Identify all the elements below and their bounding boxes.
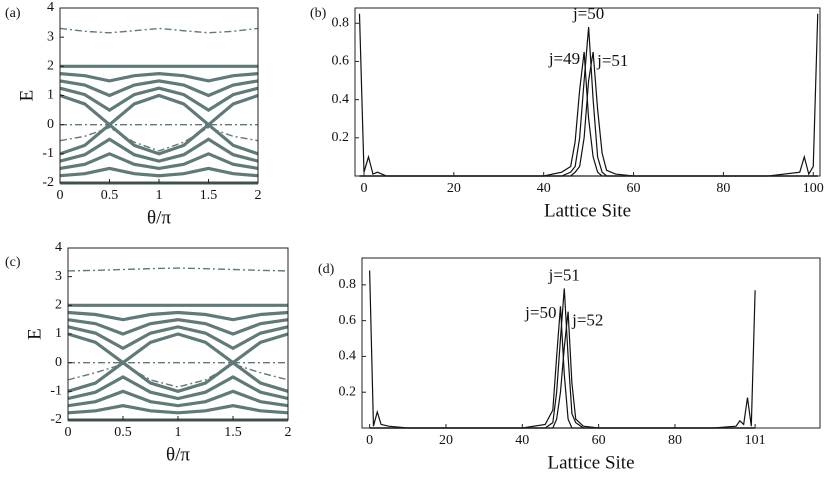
y-tick-label: 0 (55, 355, 62, 370)
x-tick-label: 60 (592, 433, 606, 448)
series-line (59, 166, 259, 178)
series-line (359, 51, 818, 177)
x-tick-label: 0.5 (114, 425, 132, 440)
x-axis-label: θ/π (147, 207, 171, 228)
y-tick-label: 0 (47, 117, 54, 132)
x-tick-label: 20 (439, 433, 453, 448)
y-tick-label: 4 (47, 0, 54, 15)
y-tick-label: 2 (55, 298, 62, 313)
panel-label: (a) (5, 6, 21, 21)
x-tick-label: 20 (447, 181, 461, 196)
x-tick-label: 60 (627, 181, 641, 196)
x-tick-label: 2 (285, 425, 292, 440)
series-line (59, 126, 259, 152)
plot-frame (361, 257, 821, 429)
y-tick-label: 1 (55, 326, 62, 341)
series-line (67, 318, 289, 336)
series-line (59, 93, 259, 127)
series-name: j=49 (548, 49, 580, 68)
series-line (67, 375, 289, 401)
x-tick-label: 80 (716, 181, 730, 196)
panel-label: (d) (318, 262, 335, 277)
x-tick-label: 40 (515, 433, 529, 448)
x-tick-label: 0.5 (101, 188, 119, 203)
plot-frame (354, 7, 821, 177)
series-line (67, 404, 289, 415)
y-tick-label: -1 (50, 384, 62, 399)
series-name: j=50 (572, 4, 604, 23)
y-tick-label: -2 (50, 412, 62, 427)
x-tick-label: 0 (57, 188, 64, 203)
series-line (369, 311, 756, 429)
y-tick-label: -1 (42, 146, 54, 161)
series-line (59, 152, 259, 171)
series-line (67, 310, 289, 322)
x-tick-label: 0 (65, 425, 72, 440)
x-tick-label: 40 (537, 181, 551, 196)
series-line (59, 27, 259, 34)
y-tick-label: 0.8 (332, 15, 350, 30)
series-line (59, 79, 259, 98)
y-axis-label: E (24, 328, 45, 340)
y-tick-label: 3 (55, 269, 62, 284)
series-line (67, 325, 289, 351)
y-tick-label: 0.4 (332, 92, 350, 107)
y-axis-label: E (16, 90, 37, 102)
series-line (59, 72, 259, 83)
y-tick-label: 0.6 (332, 54, 350, 69)
series-line (59, 86, 259, 112)
series-line (67, 363, 289, 388)
series-name: j=51 (548, 265, 580, 284)
y-tick-label: 2 (47, 59, 54, 74)
x-axis-label: Lattice Site (544, 200, 631, 221)
series-line (59, 122, 259, 156)
y-tick-label: 1 (47, 88, 54, 103)
x-tick-label: 100 (803, 181, 824, 196)
panel-label: (b) (310, 6, 327, 21)
y-tick-label: 4 (55, 240, 62, 255)
x-tick-label: 80 (668, 433, 682, 448)
x-tick-label: 1 (156, 188, 163, 203)
x-tick-label: 101 (745, 433, 766, 448)
x-tick-label: 0 (360, 181, 367, 196)
x-tick-label: 2 (255, 188, 262, 203)
y-tick-label: 0.2 (332, 130, 350, 145)
x-tick-label: 1.5 (224, 425, 242, 440)
x-tick-label: 1 (175, 425, 182, 440)
x-axis-label: θ/π (166, 444, 190, 465)
y-tick-label: 0.2 (339, 384, 357, 399)
series-line (67, 332, 289, 365)
panel-label: (c) (5, 255, 21, 270)
series-line (67, 267, 289, 272)
series-line (358, 13, 819, 177)
series-line (67, 389, 289, 408)
x-tick-label: 1.5 (200, 188, 218, 203)
y-tick-label: 0.4 (339, 349, 357, 364)
x-axis-label: Lattice Site (547, 452, 634, 473)
y-tick-label: 0.8 (339, 277, 357, 292)
x-tick-label: 0 (366, 433, 373, 448)
y-tick-label: 0.6 (339, 313, 357, 328)
series-name: j=51 (596, 51, 628, 70)
y-tick-label: -2 (42, 175, 54, 190)
series-line (67, 360, 289, 394)
y-tick-label: 3 (47, 29, 54, 44)
series-line (369, 288, 756, 429)
series-line (59, 137, 259, 163)
series-line (359, 27, 818, 177)
series-name: j=52 (571, 311, 603, 330)
series-name: j=50 (524, 303, 556, 322)
